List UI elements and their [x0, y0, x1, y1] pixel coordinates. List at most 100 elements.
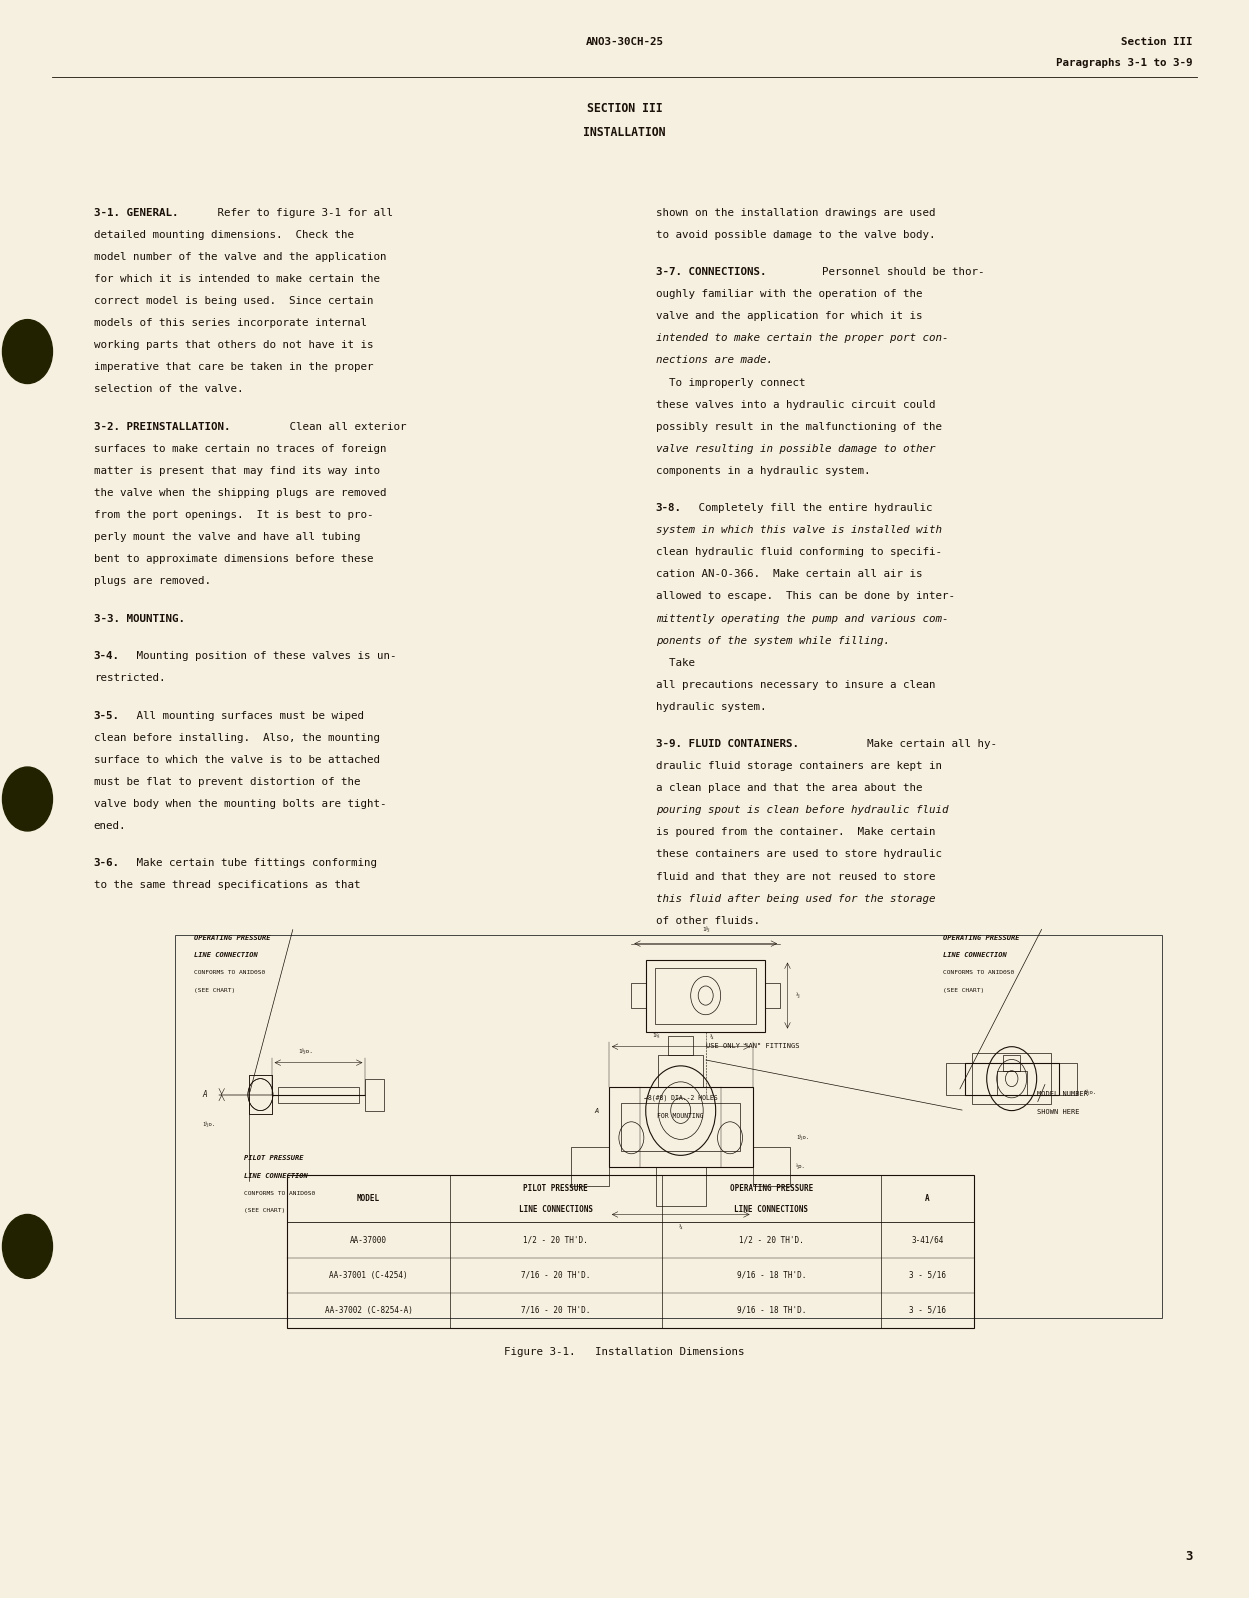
Text: AA-37002 (C-8254-A): AA-37002 (C-8254-A) — [325, 1306, 412, 1315]
Bar — [764, 983, 779, 1008]
Text: FOR MOUNTING: FOR MOUNTING — [657, 1114, 704, 1119]
Text: imperative that care be taken in the proper: imperative that care be taken in the pro… — [94, 363, 373, 372]
Text: LINE CONNECTION: LINE CONNECTION — [244, 1173, 307, 1179]
Text: pouring spout is clean before hydraulic fluid: pouring spout is clean before hydraulic … — [656, 805, 948, 815]
Text: 3 - 5/16: 3 - 5/16 — [909, 1306, 945, 1315]
Text: (SEE CHART): (SEE CHART) — [943, 988, 984, 992]
Text: OPERATING PRESSURE: OPERATING PRESSURE — [729, 1184, 813, 1194]
Text: allowed to escape.  This can be done by inter-: allowed to escape. This can be done by i… — [656, 591, 954, 601]
Text: CONFORMS TO ANID0S0: CONFORMS TO ANID0S0 — [244, 1191, 315, 1195]
Text: intended to make certain the proper port con-: intended to make certain the proper port… — [656, 334, 948, 344]
Text: 1/2 - 20 TH'D.: 1/2 - 20 TH'D. — [523, 1235, 588, 1245]
Text: these valves into a hydraulic circuit could: these valves into a hydraulic circuit co… — [656, 400, 936, 409]
Text: CONFORMS TO ANID0S0: CONFORMS TO ANID0S0 — [943, 970, 1014, 975]
Text: Completely fill the entire hydraulic: Completely fill the entire hydraulic — [692, 503, 932, 513]
Text: 3-41/64: 3-41/64 — [912, 1235, 943, 1245]
Text: ¾: ¾ — [709, 1034, 714, 1039]
Text: 3-4.: 3-4. — [94, 650, 120, 662]
Text: Make certain all hy-: Make certain all hy- — [853, 740, 997, 749]
Text: valve body when the mounting bolts are tight-: valve body when the mounting bolts are t… — [94, 799, 386, 809]
Text: INSTALLATION: INSTALLATION — [583, 126, 666, 139]
Text: is poured from the container.  Make certain: is poured from the container. Make certa… — [656, 828, 936, 837]
Text: All mounting surfaces must be wiped: All mounting surfaces must be wiped — [130, 711, 363, 721]
Text: of other fluids.: of other fluids. — [656, 916, 759, 925]
Bar — [973, 1053, 1052, 1104]
Text: A: A — [926, 1194, 929, 1203]
Text: OPERATING PRESSURE: OPERATING PRESSURE — [943, 935, 1019, 941]
Text: 1⅞: 1⅞ — [652, 1034, 659, 1039]
Text: ½: ½ — [797, 992, 801, 999]
Text: Figure 3-1.   Installation Dimensions: Figure 3-1. Installation Dimensions — [505, 1347, 744, 1357]
Text: To improperly connect: To improperly connect — [656, 377, 806, 388]
Text: system in which this valve is installed with: system in which this valve is installed … — [656, 526, 942, 535]
Text: must be flat to prevent distortion of the: must be flat to prevent distortion of th… — [94, 777, 360, 786]
Text: all precautions necessary to insure a clean: all precautions necessary to insure a cl… — [656, 679, 936, 690]
Text: LINE CONNECTION: LINE CONNECTION — [943, 952, 1007, 959]
Text: model number of the valve and the application: model number of the valve and the applic… — [94, 252, 386, 262]
Text: to avoid possible damage to the valve body.: to avoid possible damage to the valve bo… — [656, 230, 936, 240]
Text: 7/16 - 20 TH'D.: 7/16 - 20 TH'D. — [521, 1306, 591, 1315]
Text: MODEL: MODEL — [357, 1194, 380, 1203]
Circle shape — [2, 320, 52, 384]
Bar — [175, 935, 1162, 1318]
Text: 1½o.: 1½o. — [1084, 1090, 1097, 1096]
Text: working parts that others do not have it is: working parts that others do not have it… — [94, 340, 373, 350]
Text: (SEE CHART): (SEE CHART) — [194, 988, 235, 992]
Text: perly mount the valve and have all tubing: perly mount the valve and have all tubin… — [94, 532, 360, 542]
Text: these containers are used to store hydraulic: these containers are used to store hydra… — [656, 850, 942, 860]
Text: from the port openings.  It is best to pro-: from the port openings. It is best to pr… — [94, 510, 373, 519]
Text: ponents of the system while filling.: ponents of the system while filling. — [656, 636, 889, 646]
Text: correct model is being used.  Since certain: correct model is being used. Since certa… — [94, 296, 373, 305]
Bar — [656, 1167, 706, 1206]
Bar — [964, 1063, 1058, 1095]
Text: shown on the installation drawings are used: shown on the installation drawings are u… — [656, 208, 936, 217]
Bar — [752, 1147, 791, 1186]
Text: 9/16 - 18 TH'D.: 9/16 - 18 TH'D. — [737, 1270, 806, 1280]
Text: A: A — [595, 1107, 600, 1114]
Text: ANO3-30CH-25: ANO3-30CH-25 — [586, 37, 663, 46]
Text: 3-3. MOUNTING.: 3-3. MOUNTING. — [94, 614, 185, 623]
Text: 3: 3 — [1185, 1550, 1193, 1563]
Text: 3-7. CONNECTIONS.: 3-7. CONNECTIONS. — [656, 267, 766, 278]
Bar — [250, 1075, 272, 1114]
Text: CONFORMS TO ANID0S0: CONFORMS TO ANID0S0 — [194, 970, 265, 975]
Text: PILOT PRESSURE: PILOT PRESSURE — [244, 1155, 304, 1162]
Text: 1½o.: 1½o. — [202, 1122, 216, 1128]
Text: Mounting position of these valves is un-: Mounting position of these valves is un- — [130, 650, 396, 662]
Text: 3-6.: 3-6. — [94, 858, 120, 868]
Bar — [365, 1079, 385, 1111]
Text: 7/16 - 20 TH'D.: 7/16 - 20 TH'D. — [521, 1270, 591, 1280]
Text: LINE CONNECTIONS: LINE CONNECTIONS — [518, 1205, 593, 1213]
Text: to the same thread specifications as that: to the same thread specifications as tha… — [94, 880, 360, 890]
Circle shape — [2, 1214, 52, 1278]
Text: ¾: ¾ — [678, 1224, 683, 1229]
Text: PILOT PRESSURE: PILOT PRESSURE — [523, 1184, 588, 1194]
Text: 1½: 1½ — [702, 927, 709, 932]
Bar — [632, 983, 647, 1008]
Text: a clean place and that the area about the: a clean place and that the area about th… — [656, 783, 922, 793]
Text: 1/2 - 20 TH'D.: 1/2 - 20 TH'D. — [739, 1235, 803, 1245]
Bar — [1059, 1063, 1078, 1095]
Text: SECTION III: SECTION III — [587, 102, 662, 115]
Text: valve and the application for which it is: valve and the application for which it i… — [656, 312, 922, 321]
Text: selection of the valve.: selection of the valve. — [94, 384, 244, 395]
Text: (SEE CHART): (SEE CHART) — [244, 1208, 285, 1213]
Text: 3-9. FLUID CONTAINERS.: 3-9. FLUID CONTAINERS. — [656, 740, 798, 749]
Text: hydraulic system.: hydraulic system. — [656, 702, 766, 711]
Text: models of this series incorporate internal: models of this series incorporate intern… — [94, 318, 367, 328]
Text: 3-1. GENERAL.: 3-1. GENERAL. — [94, 208, 179, 217]
Bar — [947, 1063, 964, 1095]
Bar — [571, 1147, 610, 1186]
Text: →8(#8) DIA.-2 HOLES: →8(#8) DIA.-2 HOLES — [644, 1095, 717, 1101]
Text: detailed mounting dimensions.  Check the: detailed mounting dimensions. Check the — [94, 230, 353, 240]
Text: 3-2. PREINSTALLATION.: 3-2. PREINSTALLATION. — [94, 422, 230, 431]
Text: surface to which the valve is to be attached: surface to which the valve is to be atta… — [94, 754, 380, 764]
Bar — [647, 959, 764, 1032]
Bar — [656, 968, 757, 1024]
Text: mittently operating the pump and various com-: mittently operating the pump and various… — [656, 614, 948, 623]
Text: surfaces to make certain no traces of foreign: surfaces to make certain no traces of fo… — [94, 444, 386, 454]
Text: ½o.: ½o. — [797, 1163, 806, 1170]
Text: clean before installing.  Also, the mounting: clean before installing. Also, the mount… — [94, 732, 380, 743]
Text: OPERATING PRESSURE: OPERATING PRESSURE — [194, 935, 270, 941]
Text: 3-8.: 3-8. — [656, 503, 682, 513]
